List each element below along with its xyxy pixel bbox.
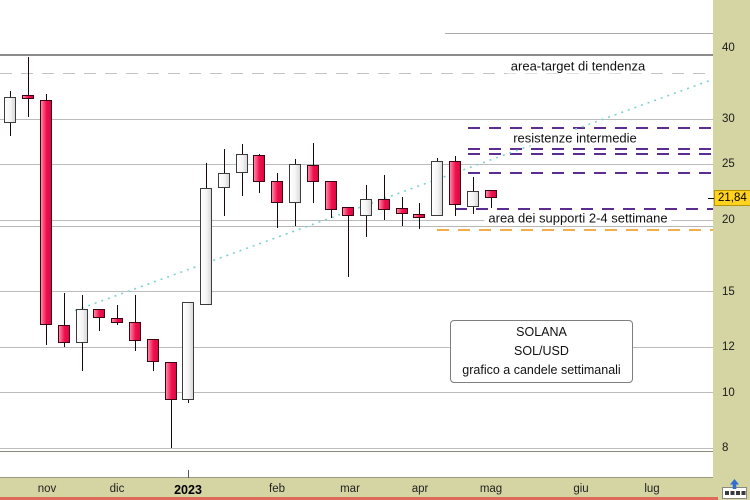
resistance-zone-line-1 — [468, 148, 713, 151]
price-tick-label-40: 40 — [722, 41, 735, 54]
candle-body-18 — [306, 165, 319, 182]
gridline-12 — [0, 346, 713, 348]
candle-wick-10 — [170, 362, 172, 449]
resistance-zone-line-2 — [468, 152, 713, 155]
candle-body-22 — [377, 198, 390, 211]
candle-body-14 — [235, 153, 248, 173]
month-label-dic: dic — [109, 483, 125, 495]
candle-body-10 — [164, 362, 177, 401]
price-tick-label-12: 12 — [722, 341, 735, 354]
price-axis[interactable]: 40 30 25 20 15 12 10 8 — [713, 0, 750, 500]
candle-body-20 — [342, 206, 355, 217]
support-zone-line-1 — [437, 228, 713, 231]
instrument-symbol: SOL/USD — [514, 344, 569, 358]
resistance-zone-line-3 — [468, 171, 713, 174]
candlestick-plot-area[interactable]: area-target di tendenza resistenze inter… — [0, 0, 713, 452]
candle-body-15 — [253, 154, 266, 182]
bottom-highlight-bar — [0, 497, 718, 500]
gridline-20 — [0, 219, 713, 221]
candle-body-27 — [466, 190, 479, 207]
price-tick-label-20: 20 — [722, 214, 735, 226]
candle-body-23 — [395, 207, 408, 214]
candle-body-17 — [288, 164, 301, 204]
gridline-25 — [0, 163, 713, 165]
price-tick-label-8: 8 — [722, 442, 729, 455]
month-label-feb: feb — [269, 483, 285, 495]
gridline-8 — [0, 447, 713, 449]
target-zone-line-0 — [445, 32, 713, 34]
candle-body-19 — [324, 180, 337, 211]
price-tick-label-30: 30 — [722, 113, 735, 126]
candle-body-8 — [128, 321, 141, 341]
price-tick-label-15: 15 — [722, 285, 735, 298]
candle-body-2 — [22, 95, 35, 100]
candle-body-26 — [448, 160, 461, 206]
candle-body-3 — [40, 99, 53, 326]
candle-body-28 — [484, 189, 497, 199]
candle-body-6 — [93, 308, 106, 318]
month-label-mar: mar — [340, 483, 360, 495]
candle-body-7 — [111, 317, 124, 324]
last-price-tick — [708, 197, 714, 199]
year-separator-tick — [188, 470, 189, 478]
candle-body-9 — [146, 338, 159, 363]
candle-wick-20 — [348, 206, 350, 278]
price-tick-label-10: 10 — [722, 386, 735, 399]
candle-wick-4 — [63, 293, 65, 348]
candle-wick-6 — [99, 308, 101, 332]
price-tick-label-25: 25 — [722, 158, 735, 171]
candle-body-12 — [200, 188, 213, 306]
resistance-zone-line-4 — [455, 208, 713, 211]
gridline-10 — [0, 392, 713, 393]
month-label-mag: mag — [479, 483, 503, 495]
month-label-2023: 2023 — [174, 483, 202, 497]
instrument-name: SOLANA — [516, 325, 567, 339]
trendline — [74, 78, 713, 312]
month-label-lug: lug — [644, 483, 660, 495]
instrument-timeframe: grafico a candele settimanali — [462, 363, 621, 377]
candle-wick-22 — [383, 174, 385, 220]
gridline-30 — [0, 118, 713, 120]
candle-wick-7 — [117, 305, 119, 326]
support-zone-line-0 — [0, 225, 713, 227]
candle-body-13 — [217, 172, 230, 189]
month-label-nov: nov — [37, 483, 57, 495]
last-price-tag: 21,84 — [714, 190, 750, 207]
mini-chart-up-arrow-icon[interactable] — [722, 479, 748, 499]
target-zone-line-2 — [0, 72, 713, 74]
support-zone-label: area dei supporti 2-4 settimane — [484, 210, 672, 226]
month-label-apr: apr — [411, 483, 429, 495]
bottom-margin — [0, 452, 713, 477]
candle-wick-28 — [490, 189, 492, 208]
candle-body-11 — [182, 301, 195, 401]
candle-wick-2 — [28, 57, 30, 117]
time-axis[interactable]: nov dic 2023 feb mar apr mag giu lug — [0, 477, 713, 500]
candle-body-5 — [75, 308, 88, 343]
target-zone-label: area-target di tendenza — [506, 58, 650, 74]
month-label-giu: giu — [573, 483, 589, 495]
gridline-15 — [0, 291, 713, 293]
instrument-info-box: SOLANA SOL/USD grafico a candele settima… — [450, 320, 633, 383]
candle-body-24 — [413, 213, 426, 218]
candle-body-1 — [4, 96, 17, 124]
candle-body-4 — [57, 325, 70, 343]
candle-body-21 — [360, 198, 373, 217]
target-zone-line-1 — [0, 54, 713, 57]
candle-body-25 — [431, 160, 444, 217]
candle-body-16 — [271, 180, 284, 204]
resistance-zone-label: resistenze intermedie — [509, 130, 641, 146]
resistance-zone-line-0 — [468, 127, 713, 130]
